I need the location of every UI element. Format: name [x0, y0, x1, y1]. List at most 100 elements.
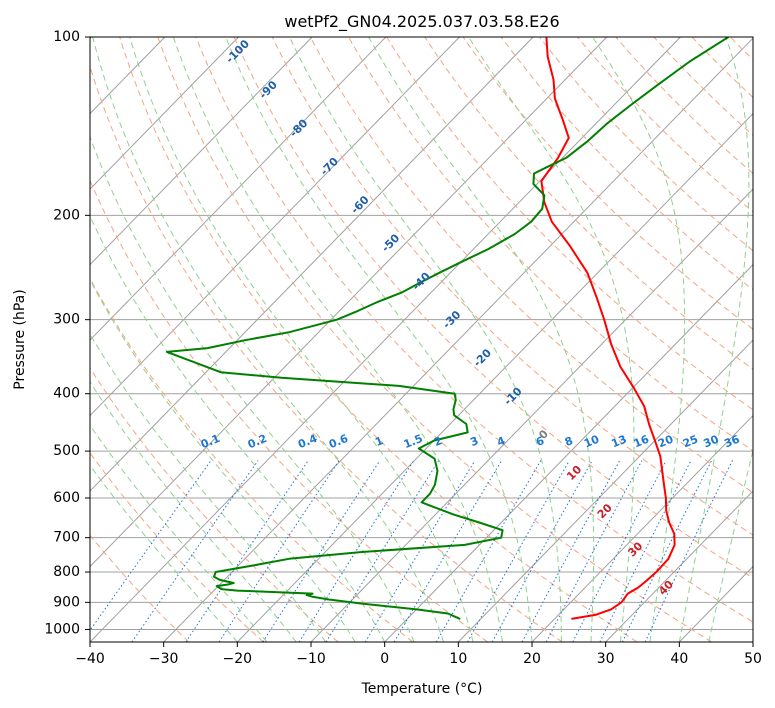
isotherm	[90, 37, 681, 642]
temperature-profile-line	[540, 37, 676, 620]
x-tick-label: −30	[149, 651, 179, 667]
dry-adiabat-label: -40	[410, 270, 433, 293]
mixing-ratio-line	[298, 460, 415, 642]
mixing-ratio-label: 16	[632, 433, 651, 451]
moist-adiabat	[225, 37, 533, 642]
mixing-ratio-label: 30	[702, 433, 721, 451]
isotherm	[605, 490, 753, 642]
dry-adiabat-label: -80	[287, 116, 310, 139]
x-tick-label: 50	[744, 651, 762, 667]
moist-adiabat	[592, 37, 686, 642]
dry-adiabat	[90, 367, 339, 642]
y-tick-label: 700	[53, 530, 80, 546]
moist-adiabat	[708, 448, 753, 642]
isotherm	[90, 37, 239, 190]
dewpoint-profile-line	[165, 37, 729, 620]
x-tick-label: 40	[670, 651, 688, 667]
mixing-ratio-line	[491, 460, 593, 642]
isotherm	[163, 37, 753, 642]
moist-adiabat	[172, 37, 503, 642]
mixing-ratio-line	[185, 460, 309, 642]
chart-title: wetPf2_GN04.2025.037.03.58.E26	[284, 12, 559, 32]
mixing-ratio-line	[467, 460, 570, 642]
moist-adiabat	[90, 381, 297, 642]
isotherm	[90, 37, 313, 266]
mixing-ratio-label: 20	[656, 433, 675, 451]
mixing-ratio-line	[364, 460, 476, 642]
y-tick-label: 500	[53, 443, 80, 459]
background-line-labels: -100-90-80-70-60-50-40-30-20-10010203040…	[199, 37, 742, 598]
moist-adiabat	[368, 37, 595, 642]
dry-adiabat	[90, 179, 488, 642]
dry-adiabat-label: -50	[379, 231, 402, 254]
mixing-ratio-label: 3	[468, 434, 480, 449]
mixing-ratio-label: 0.6	[327, 432, 350, 451]
x-tick-label: 20	[523, 651, 541, 667]
y-tick-label: 600	[53, 490, 80, 506]
dry-adiabat	[233, 37, 753, 579]
dry-adiabat	[424, 37, 753, 370]
mixing-ratio-line	[599, 460, 692, 642]
dry-adiabat	[90, 64, 563, 642]
moist-adiabat	[90, 135, 415, 642]
dry-adiabat	[462, 37, 753, 330]
y-tick-label: 200	[53, 207, 80, 223]
mixing-ratio-line	[644, 460, 733, 642]
isotherm	[457, 339, 753, 642]
plot-frame	[89, 36, 754, 643]
x-tick-label: 30	[597, 651, 615, 667]
dry-adiabat	[90, 534, 190, 642]
isotherm	[384, 263, 753, 642]
dry-adiabat	[271, 37, 753, 536]
y-tick-label: 100	[53, 29, 80, 45]
mixing-ratio-label: 13	[610, 433, 629, 451]
moist-adiabat	[90, 333, 327, 642]
x-tick-label: −40	[75, 651, 105, 667]
plot-area	[90, 37, 775, 642]
mixing-ratio-label: 4	[495, 434, 507, 449]
mixing-ratio-label: 36	[722, 433, 741, 451]
y-tick-label: 1000	[44, 621, 80, 637]
isotherm	[236, 112, 753, 642]
isotherm	[752, 641, 753, 642]
mixing-ratio-label: 25	[681, 433, 700, 451]
isotherm	[531, 414, 753, 642]
axes: −40 −30 −20 −10 0 10 20 30 40 50 100 200 300 400 500 60…	[44, 29, 762, 667]
mixing-ratio-label: 1	[373, 434, 385, 449]
dry-adiabat-label: -10	[501, 384, 524, 407]
mixing-ratio-line	[393, 460, 503, 642]
moist-adiabat	[678, 37, 750, 642]
mixing-ratio-line	[572, 460, 667, 642]
mixing-ratio-label: 2	[432, 434, 444, 449]
mixing-ratio-line	[218, 460, 340, 642]
dry-adiabat	[309, 37, 753, 494]
y-axis-label: Pressure (hPa)	[12, 289, 28, 389]
isotherm	[90, 37, 608, 568]
x-axis-label: Temperature (°C)	[361, 681, 483, 697]
isotherm	[90, 37, 534, 492]
x-tick-label: −10	[296, 651, 326, 667]
dry-adiabat-label: -90	[257, 78, 280, 101]
mixing-ratio-label: 0.2	[246, 432, 269, 451]
mixing-ratio-label: 0.4	[296, 432, 319, 451]
dry-adiabat	[768, 37, 775, 642]
isotherm	[310, 188, 753, 642]
mixing-ratio-line	[621, 460, 713, 642]
y-tick-label: 900	[53, 594, 80, 610]
moist-adiabat	[90, 214, 386, 642]
dry-adiabat-label: -60	[348, 193, 371, 216]
dry-adiabat	[119, 37, 638, 642]
dry-adiabat-label: -20	[471, 346, 494, 369]
x-tick-label: 0	[380, 651, 389, 667]
mixing-ratio-line	[435, 460, 542, 642]
mixing-ratio-line	[521, 460, 621, 642]
y-tick-label: 400	[53, 386, 80, 402]
moist-adiabat	[90, 424, 268, 642]
dry-adiabat	[577, 37, 753, 213]
x-tick-label: −20	[223, 651, 253, 667]
moist-adiabat	[92, 37, 445, 642]
moist-adiabat	[289, 37, 562, 642]
mixing-ratio-line	[90, 460, 212, 632]
moist-adiabat	[90, 464, 238, 642]
